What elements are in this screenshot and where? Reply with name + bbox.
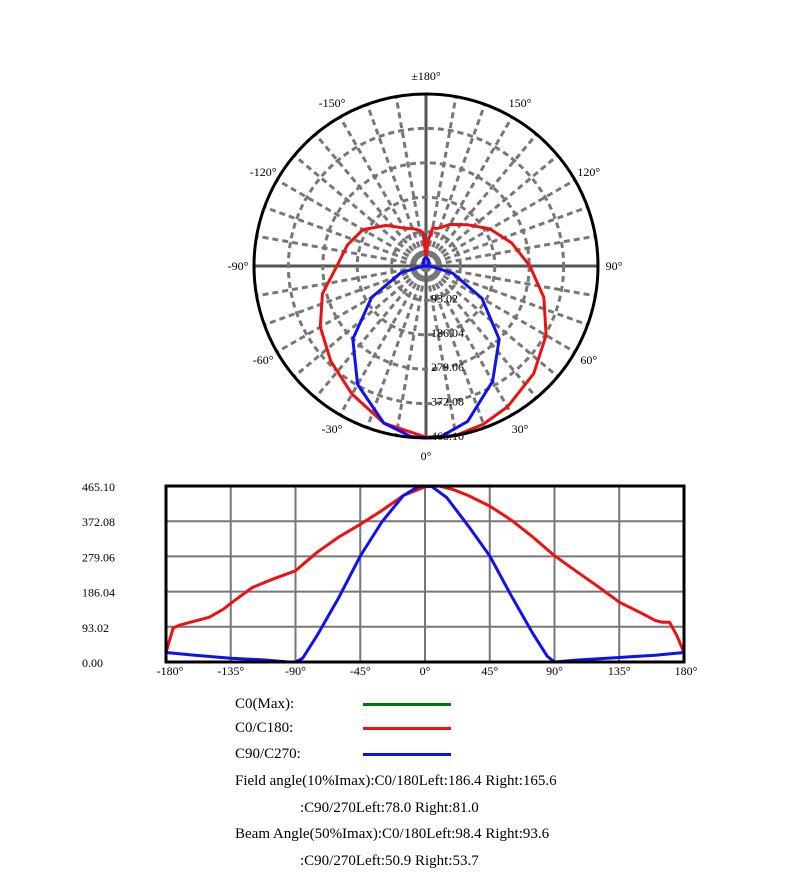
y-tick-label: 372.08 xyxy=(82,515,115,529)
field-angle-c90: :C90/270Left:78.0 Right:81.0 xyxy=(300,800,479,816)
ring-label: 186.04 xyxy=(431,326,464,340)
radial-gridline xyxy=(425,234,596,268)
legend-c0c180-label: C0/C180: xyxy=(235,720,294,736)
radial-gridline xyxy=(365,103,428,267)
radial-gridline xyxy=(424,103,487,267)
polar-chart: 93.02 186.04 279.06 372.08 465.10 0° 30° 60° 90°… xyxy=(228,69,623,463)
angle-label: 30° xyxy=(512,422,529,436)
ring-label: 93.02 xyxy=(431,291,458,305)
radial-gridline xyxy=(256,264,427,298)
radial-gridline xyxy=(424,265,458,436)
angle-label: ±180° xyxy=(411,69,441,83)
radial-gridline xyxy=(425,264,589,327)
radial-gridline xyxy=(425,264,576,354)
radial-gridline xyxy=(425,264,596,298)
ring-label: 465.10 xyxy=(431,429,464,443)
radial-gridline xyxy=(276,178,427,268)
field-angle-c0: Field angle(10%Imax):C0/180Left:186.4 Ri… xyxy=(235,773,557,789)
legend-c0max-label: C0(Max): xyxy=(235,696,295,712)
ring-gridline xyxy=(286,126,566,406)
legend-c0c180-swatch xyxy=(363,727,451,730)
beam-angle-c0: Beam Angle(50%Imax):C0/180Left:98.4 Righ… xyxy=(235,826,550,842)
y-tick-label: 93.02 xyxy=(82,621,109,635)
legend-c90c270-label: C90/C270: xyxy=(235,746,301,762)
angle-label: -150° xyxy=(319,96,346,110)
radial-gridline xyxy=(424,96,458,267)
y-tick-label: 279.06 xyxy=(82,550,115,564)
radial-gridline xyxy=(394,265,428,436)
plot-frame xyxy=(164,484,686,664)
radial-gridline xyxy=(424,265,514,416)
radial-gridline xyxy=(263,264,427,327)
radial-gridline xyxy=(425,178,576,268)
radial-gridline xyxy=(424,265,538,399)
x-tick-label: -45° xyxy=(350,664,371,678)
legend-c0max-swatch xyxy=(363,703,451,706)
x-tick-label: 135° xyxy=(608,664,631,678)
radial-gridline xyxy=(293,154,427,268)
ring-label: 279.06 xyxy=(431,360,464,374)
outer-ring xyxy=(252,92,600,440)
ring-label: 372.08 xyxy=(431,395,464,409)
ring-gridline xyxy=(355,195,497,337)
radial-gridline xyxy=(314,133,428,267)
x-tick-label: 90° xyxy=(546,664,563,678)
angle-label: 150° xyxy=(509,96,532,110)
angle-label: -60° xyxy=(253,353,274,367)
radial-gridline xyxy=(425,154,559,268)
x-tick-label: 180° xyxy=(675,664,698,678)
y-tick-label: 0.00 xyxy=(82,656,103,670)
radial-gridline xyxy=(365,265,428,429)
ring-gridline xyxy=(390,230,462,302)
angle-label: -30° xyxy=(322,422,343,436)
x-tick-label: -135° xyxy=(217,664,244,678)
x-tick-label: 0° xyxy=(420,664,431,678)
angle-label: 90° xyxy=(606,259,623,273)
radial-gridline xyxy=(394,96,428,267)
radial-gridline xyxy=(424,265,487,429)
angle-label: 120° xyxy=(577,165,600,179)
x-tick-label: -90° xyxy=(285,664,306,678)
angle-label: 0° xyxy=(421,449,432,463)
beam-angle-c90: :C90/270Left:50.9 Right:53.7 xyxy=(300,853,479,869)
radial-gridline xyxy=(338,116,428,267)
radial-gridline xyxy=(424,116,514,267)
x-tick-label: 45° xyxy=(481,664,498,678)
angle-label: -120° xyxy=(250,165,277,179)
angle-label: 60° xyxy=(580,353,597,367)
radial-gridline xyxy=(314,265,428,399)
y-tick-label: 465.10 xyxy=(82,480,115,494)
radial-gridline xyxy=(425,205,589,268)
radial-gridline xyxy=(263,205,427,268)
y-tick-label: 186.04 xyxy=(82,586,115,600)
radial-gridline xyxy=(256,234,427,268)
radial-gridline xyxy=(276,264,427,354)
angle-label: -90° xyxy=(228,259,249,273)
radial-gridline xyxy=(424,133,538,267)
radial-gridline xyxy=(338,265,428,416)
linear-chart: -180° -135° -90° -45° 0° 45° 90° 135° 180° 465.10… xyxy=(82,480,698,678)
legend-c90c270-swatch xyxy=(363,753,451,756)
x-tick-label: -180° xyxy=(157,664,184,678)
